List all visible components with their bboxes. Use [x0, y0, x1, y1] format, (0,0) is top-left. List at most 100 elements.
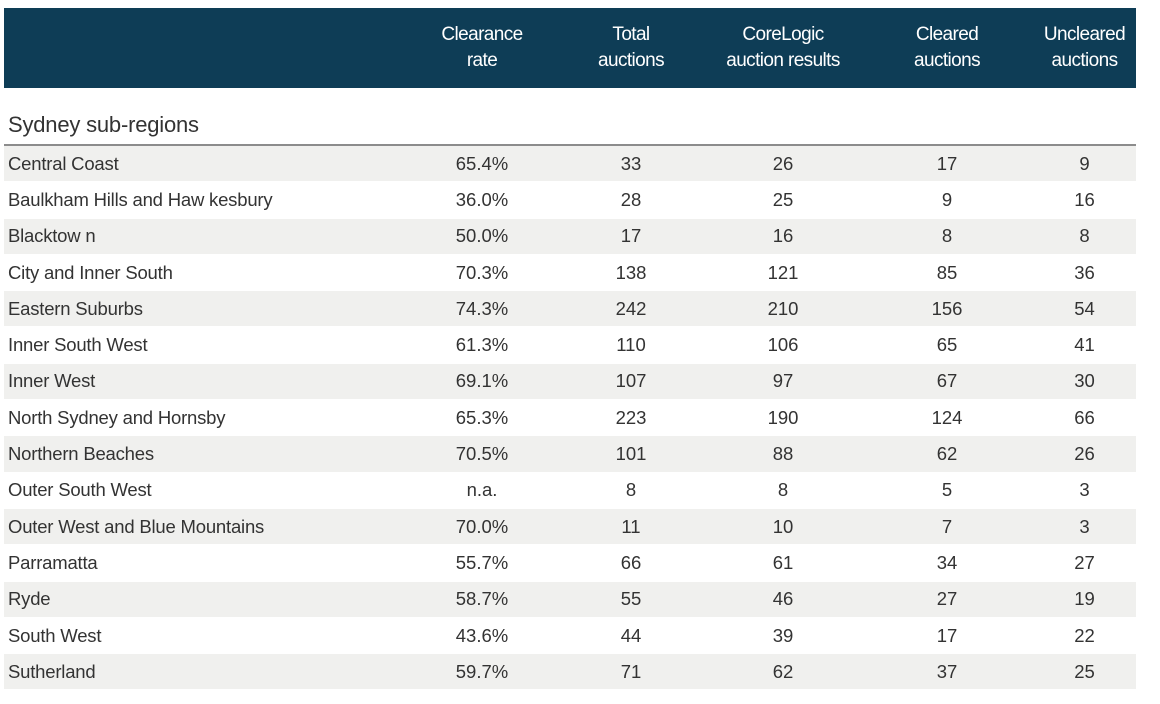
- uncleared-auctions: 19: [1074, 588, 1095, 610]
- clearance-rate: 69.1%: [455, 370, 509, 392]
- total-auctions: 11: [621, 515, 641, 537]
- uncleared-auctions: 30: [1074, 370, 1095, 392]
- header-cell-corelogic-results: CoreLogic auction results: [726, 24, 840, 71]
- region-name: Outer South West: [8, 479, 152, 501]
- total-auctions: 71: [620, 660, 642, 682]
- clearance-rate: 74.3%: [455, 297, 509, 319]
- auction-results-table: Clearance rate Total auctions CoreLogic …: [4, 8, 1136, 691]
- uncleared-auctions: 3: [1079, 479, 1090, 501]
- uncleared-auctions: 22: [1074, 624, 1095, 646]
- region-name: Northern Beaches: [8, 443, 154, 465]
- region-name: Blacktow n: [8, 225, 96, 247]
- clearance-rate: 58.7%: [455, 588, 509, 610]
- region-name: Outer West and Blue Mountains: [8, 515, 265, 537]
- header-cell-total-auctions: Total auctions: [598, 24, 665, 71]
- table-row: Sutherland 59.7% 71 62 37 25: [4, 654, 1136, 691]
- region-name: Baulkham Hills and Haw kesbury: [8, 188, 273, 210]
- clearance-rate: 50.0%: [455, 225, 509, 247]
- table-row: North Sydney and Hornsby 65.3% 223 190 1…: [4, 400, 1136, 437]
- total-auctions: 223: [615, 406, 647, 428]
- table-row: Northern Beaches 70.5% 101 88 62 26: [4, 436, 1136, 473]
- table-row: Blacktow n 50.0% 17 16 8 8: [4, 218, 1136, 255]
- header-cell-cleared-auctions: Cleared auctions: [914, 24, 981, 71]
- corelogic-results: 8: [777, 479, 789, 501]
- uncleared-auctions: 26: [1074, 443, 1095, 465]
- clearance-rate: 36.0%: [455, 188, 509, 210]
- total-auctions: 33: [620, 152, 642, 174]
- corelogic-results: 106: [767, 334, 799, 356]
- corelogic-results: 10: [772, 515, 794, 537]
- table-header: Clearance rate Total auctions CoreLogic …: [4, 8, 1136, 88]
- cleared-auctions: 17: [936, 152, 958, 174]
- uncleared-auctions: 3: [1079, 515, 1090, 537]
- clearance-rate: 61.3%: [455, 334, 509, 356]
- cleared-auctions: 37: [936, 660, 958, 682]
- corelogic-results: 39: [772, 624, 794, 646]
- total-auctions: 138: [615, 261, 647, 283]
- region-name: Sutherland: [8, 660, 96, 682]
- uncleared-auctions: 36: [1074, 261, 1095, 283]
- region-name: South West: [8, 624, 102, 646]
- clearance-rate: 65.3%: [455, 406, 509, 428]
- header-cell-clearance-rate: Clearance rate: [441, 24, 523, 71]
- clearance-rate: 59.7%: [455, 660, 509, 682]
- clearance-rate: 70.0%: [455, 515, 509, 537]
- cleared-auctions: 34: [936, 551, 958, 573]
- corelogic-results: 61: [772, 551, 794, 573]
- region-name: Inner West: [8, 370, 96, 392]
- table-row: Inner West 69.1% 107 97 67 30: [4, 363, 1136, 401]
- table-row: Parramatta 55.7% 66 61 34 27: [4, 545, 1136, 582]
- uncleared-auctions: 16: [1074, 188, 1095, 210]
- region-name: City and Inner South: [8, 261, 173, 283]
- cleared-auctions: 8: [941, 225, 953, 247]
- corelogic-results: 190: [767, 406, 799, 428]
- total-auctions: 66: [620, 551, 642, 573]
- cleared-auctions: 9: [941, 188, 953, 210]
- corelogic-results: 210: [767, 297, 799, 319]
- cleared-auctions: 156: [931, 297, 963, 319]
- clearance-rate: 43.6%: [455, 624, 509, 646]
- table-row: Outer West and Blue Mountains 70.0% 11 1…: [4, 508, 1136, 546]
- cleared-auctions: 5: [941, 479, 953, 501]
- cleared-auctions: 62: [936, 443, 958, 465]
- cleared-auctions: 17: [936, 624, 958, 646]
- table-row: Eastern Suburbs 74.3% 242 210 156 54: [4, 291, 1136, 328]
- table-body: Central Coast 65.4% 33 26 17 9 Baulkham …: [4, 146, 1136, 691]
- uncleared-auctions: 9: [1079, 152, 1090, 174]
- uncleared-auctions: 8: [1079, 225, 1090, 247]
- cleared-auctions: 65: [936, 334, 958, 356]
- region-name: North Sydney and Hornsby: [8, 406, 226, 428]
- total-auctions: 17: [620, 225, 642, 247]
- clearance-rate: n.a.: [466, 479, 498, 501]
- table-row: Central Coast 65.4% 33 26 17 9: [4, 146, 1136, 183]
- cleared-auctions: 7: [941, 515, 953, 537]
- clearance-rate: 70.3%: [455, 261, 509, 283]
- corelogic-results: 88: [772, 443, 794, 465]
- section-title: Sydney sub-regions: [8, 112, 199, 137]
- total-auctions: 101: [615, 443, 647, 465]
- table-row: City and Inner South 70.3% 138 121 85 36: [4, 255, 1136, 292]
- corelogic-results: 26: [772, 152, 794, 174]
- corelogic-results: 62: [772, 660, 794, 682]
- cleared-auctions: 27: [936, 588, 958, 610]
- region-name: Parramatta: [8, 551, 98, 573]
- corelogic-results: 46: [772, 588, 794, 610]
- section-header: Sydney sub-regions: [4, 88, 1136, 144]
- total-auctions: 55: [620, 588, 642, 610]
- corelogic-results: 25: [772, 188, 794, 210]
- region-name: Inner South West: [8, 334, 148, 356]
- table-row: Inner South West 61.3% 110 106 65 41: [4, 327, 1136, 364]
- uncleared-auctions: 54: [1074, 297, 1095, 319]
- cleared-auctions: 67: [936, 370, 958, 392]
- table-row: South West 43.6% 44 39 17 22: [4, 618, 1136, 655]
- clearance-rate: 70.5%: [455, 443, 509, 465]
- total-auctions: 28: [620, 188, 642, 210]
- table-row: Outer South West n.a. 8 8 5 3: [4, 473, 1136, 509]
- corelogic-results: 16: [772, 225, 794, 247]
- total-auctions: 107: [615, 370, 647, 392]
- clearance-rate: 65.4%: [455, 152, 509, 174]
- table-row: Baulkham Hills and Haw kesbury 36.0% 28 …: [4, 182, 1136, 219]
- total-auctions: 110: [616, 334, 646, 356]
- region-name: Ryde: [8, 588, 51, 610]
- uncleared-auctions: 25: [1074, 660, 1095, 682]
